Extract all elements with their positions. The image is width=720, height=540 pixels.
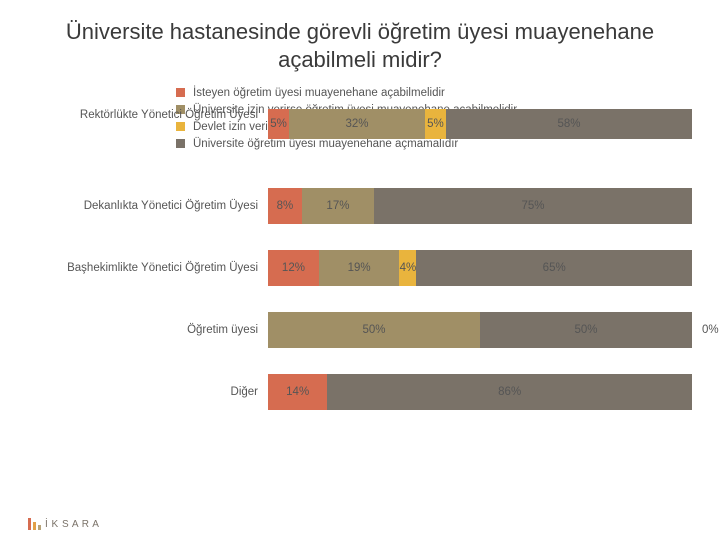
segment-4-3: 86% bbox=[327, 374, 692, 410]
category-label-3: Öğretim üyesi bbox=[36, 324, 268, 336]
logo-bar-2 bbox=[38, 525, 41, 530]
segment-3-3: 50% bbox=[480, 312, 692, 348]
segment-0-3: 58% bbox=[446, 109, 692, 139]
segment-label-3-3: 50% bbox=[574, 324, 597, 336]
bar-2: 12% 19% 4% 65% bbox=[268, 250, 692, 286]
legend-label-3: Üniversite öğretim üyesi muayenehane açm… bbox=[193, 138, 458, 150]
bar-area-3: 50%50%0% bbox=[268, 312, 692, 348]
segment-0-2: 5% bbox=[425, 109, 446, 139]
chart-rows: Dekanlıkta Yönetici Öğretim Üyesi 8% 17% 75… bbox=[36, 175, 692, 423]
legend-swatch-2 bbox=[176, 122, 185, 131]
segment-label-2-0: 12% bbox=[282, 262, 305, 274]
logo-text: İ K S A R A bbox=[45, 519, 99, 530]
category-label-0: Rektörlükte Yönetici Öğretim Üyesi bbox=[36, 109, 268, 121]
segment-0-0: 5% bbox=[268, 109, 289, 139]
segment-label-4-3: 86% bbox=[498, 386, 521, 398]
legend-swatch-3 bbox=[176, 139, 185, 148]
bar-row-4: Diğer 14% 86% bbox=[36, 361, 692, 423]
logo-bar-0 bbox=[28, 518, 31, 530]
category-label-2: Başhekimlikte Yönetici Öğretim Üyesi bbox=[36, 262, 268, 274]
segment-1-1: 17% bbox=[302, 188, 374, 224]
legend-label-0: İsteyen öğretim üyesi muayenehane açabil… bbox=[193, 87, 445, 99]
segment-label-0-2: 5% bbox=[427, 118, 444, 130]
bar-1: 8% 17% 75% bbox=[268, 188, 692, 224]
bar-row-0: 5% 32% 5% 58% bbox=[268, 109, 692, 139]
bar-row-1: Dekanlıkta Yönetici Öğretim Üyesi 8% 17% 75… bbox=[36, 175, 692, 237]
category-label-1: Dekanlıkta Yönetici Öğretim Üyesi bbox=[36, 200, 268, 212]
segment-2-2: 4% bbox=[399, 250, 416, 286]
segment-2-1: 19% bbox=[319, 250, 400, 286]
segment-label-4-0: 14% bbox=[286, 386, 309, 398]
segment-1-3: 75% bbox=[374, 188, 692, 224]
logo-bars bbox=[28, 518, 41, 530]
slide-title: Üniversite hastanesinde görevli öğretim … bbox=[28, 18, 692, 73]
legend-and-first-row: İsteyen öğretim üyesi muayenehane açabil… bbox=[36, 87, 692, 167]
segment-3-1: 50% bbox=[268, 312, 480, 348]
segment-label-2-3: 65% bbox=[543, 262, 566, 274]
legend-item-0: İsteyen öğretim üyesi muayenehane açabil… bbox=[176, 87, 445, 99]
slide: Üniversite hastanesinde görevli öğretim … bbox=[0, 0, 720, 540]
segment-label-0-0: 5% bbox=[270, 118, 287, 130]
bar-area-4: 14% 86% bbox=[268, 374, 692, 410]
segment-label-3-1: 50% bbox=[362, 324, 385, 336]
category-label-4: Diğer bbox=[36, 386, 268, 398]
segment-label-1-0: 8% bbox=[277, 200, 294, 212]
bar-4: 14% 86% bbox=[268, 374, 692, 410]
logo-bar-1 bbox=[33, 522, 36, 530]
bar-row-3: Öğretim üyesi50%50%0% bbox=[36, 299, 692, 361]
segment-label-0-1: 32% bbox=[346, 118, 369, 130]
bar-area-2: 12% 19% 4% 65% bbox=[268, 250, 692, 286]
bar-row-2: Başhekimlikte Yönetici Öğretim Üyesi12%1… bbox=[36, 237, 692, 299]
outside-label-3: 0% bbox=[702, 324, 719, 336]
segment-label-1-3: 75% bbox=[521, 200, 544, 212]
segment-label-0-3: 58% bbox=[558, 118, 581, 130]
bar-area-1: 8% 17% 75% bbox=[268, 188, 692, 224]
legend-item-3: Üniversite öğretim üyesi muayenehane açm… bbox=[176, 138, 458, 150]
segment-1-0: 8% bbox=[268, 188, 302, 224]
segment-2-3: 65% bbox=[416, 250, 692, 286]
segment-label-2-1: 19% bbox=[348, 262, 371, 274]
bar-3: 50%50%0% bbox=[268, 312, 692, 348]
footer-logo: İ K S A R A bbox=[28, 518, 99, 530]
segment-2-0: 12% bbox=[268, 250, 319, 286]
segment-label-1-1: 17% bbox=[326, 200, 349, 212]
segment-4-0: 14% bbox=[268, 374, 327, 410]
segment-0-1: 32% bbox=[289, 109, 425, 139]
legend-swatch-0 bbox=[176, 88, 185, 97]
segment-label-2-2: 4% bbox=[400, 262, 417, 274]
